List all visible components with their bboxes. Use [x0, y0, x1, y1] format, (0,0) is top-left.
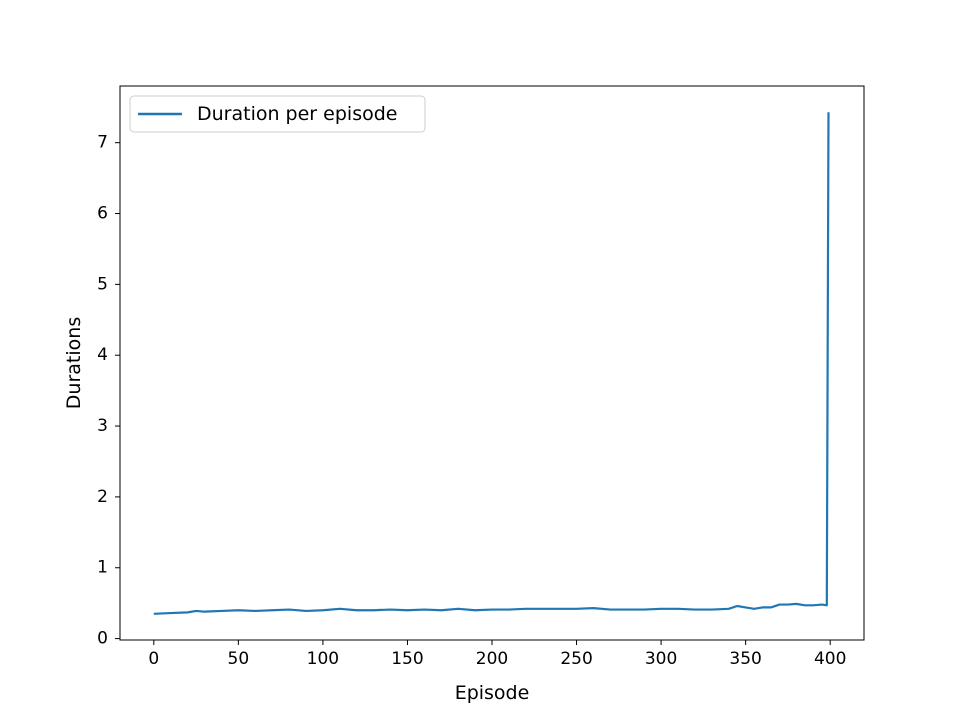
x-tick-label: 150 [391, 649, 423, 669]
x-tick-label: 350 [729, 649, 761, 669]
y-axis-label: Durations [63, 317, 85, 409]
legend: Duration per episode [129, 95, 426, 133]
x-tick-label: 200 [476, 649, 508, 669]
legend-box [129, 95, 426, 133]
y-tick-label: 2 [97, 487, 108, 507]
x-tick-label: 50 [228, 649, 250, 669]
series-line-0 [153, 112, 830, 615]
y-tick-label: 4 [97, 345, 108, 365]
plot-area [120, 86, 864, 640]
y-tick-label: 6 [97, 204, 108, 224]
x-tick-label: 300 [645, 649, 677, 669]
x-tick-label: 400 [814, 649, 846, 669]
x-axis-label: Episode [455, 682, 530, 704]
x-tick-label: 100 [307, 649, 339, 669]
x-axis-ticks: 0 50 100 150 200 250 300 350 400 [148, 640, 846, 669]
y-tick-label: 5 [97, 274, 108, 294]
y-axis-ticks: 0 1 2 3 4 5 6 7 [97, 133, 120, 649]
series-layer [153, 112, 830, 615]
x-tick-label: 250 [560, 649, 592, 669]
y-tick-label: 0 [97, 629, 108, 649]
y-tick-label: 3 [97, 416, 108, 436]
y-tick-label: 1 [97, 558, 108, 578]
legend-label: Duration per episode [197, 103, 397, 125]
y-tick-label: 7 [97, 133, 108, 153]
x-tick-label: 0 [148, 649, 159, 669]
